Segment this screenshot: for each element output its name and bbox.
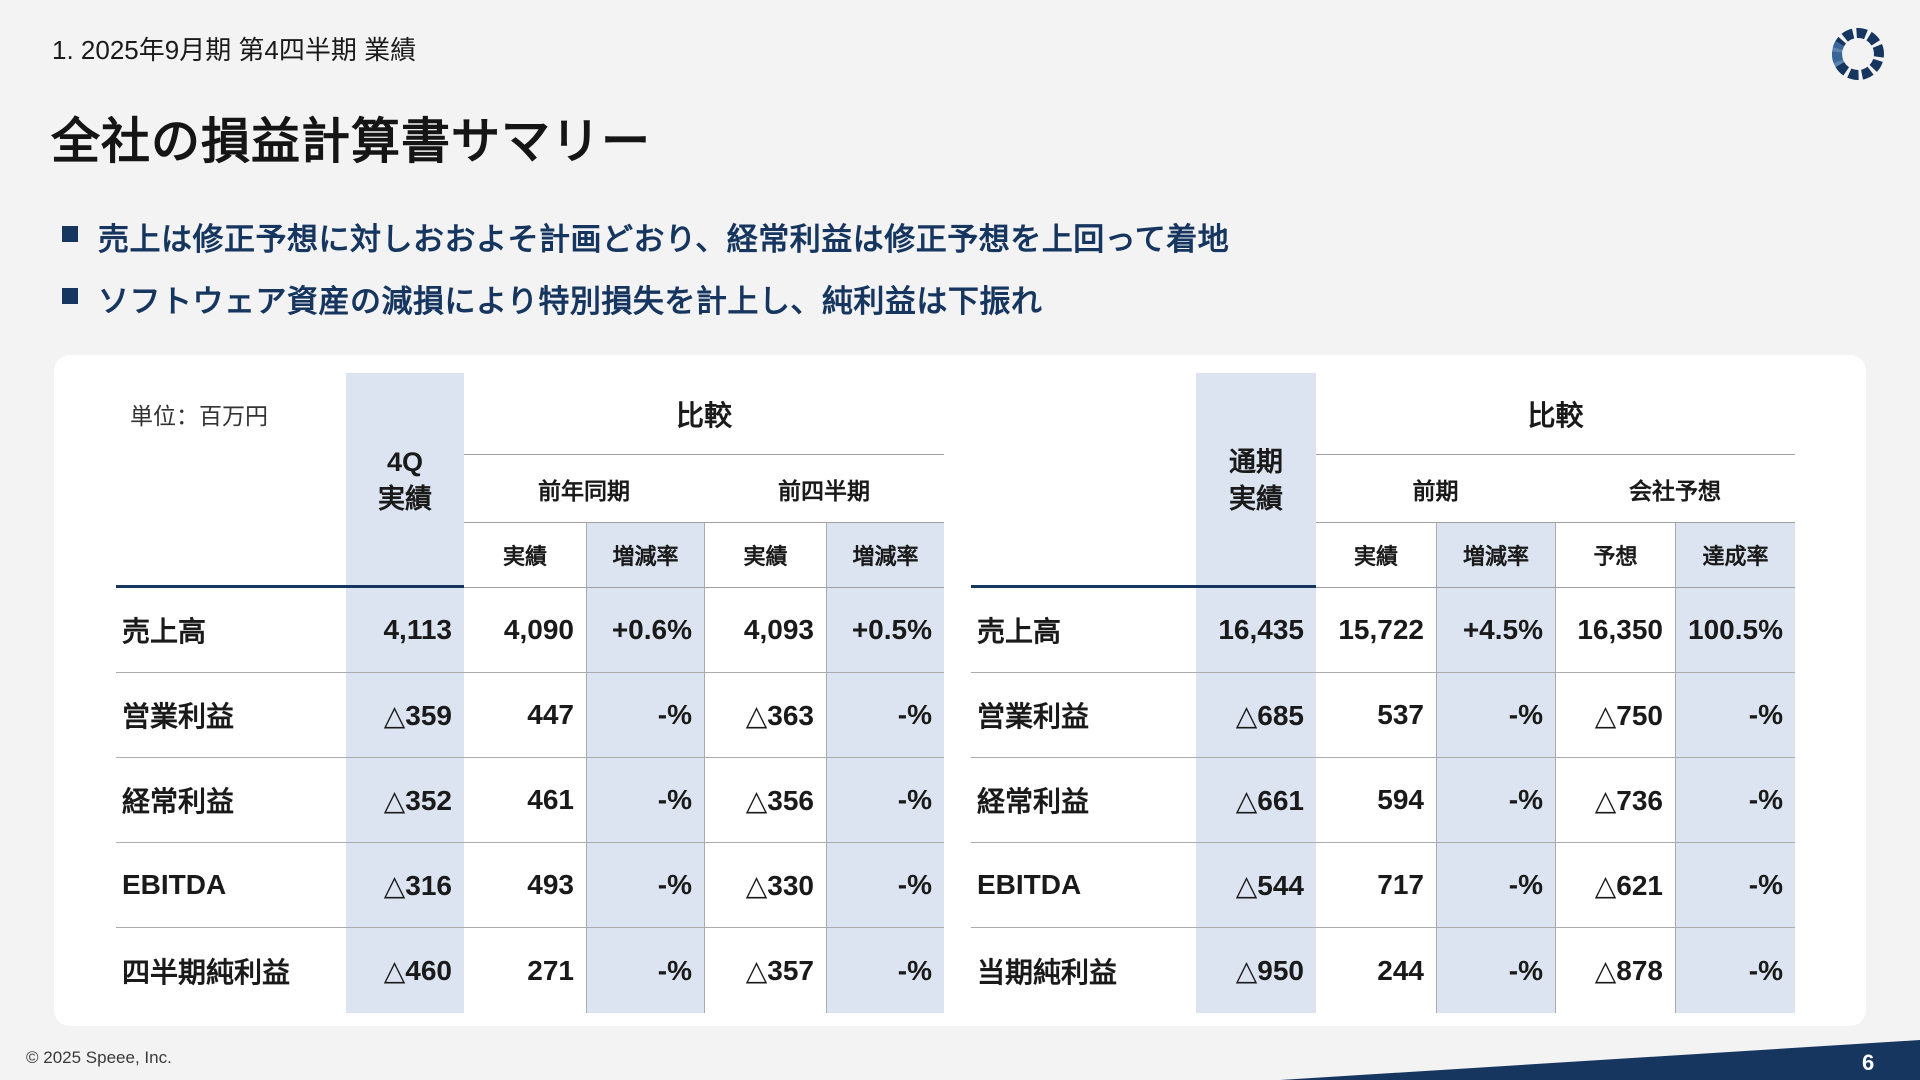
cell-value: 16,350 — [1555, 588, 1675, 673]
cell-value: △363 — [704, 673, 826, 758]
cell-value: 493 — [464, 843, 586, 928]
cell-value: △685 — [1196, 673, 1316, 758]
bullet-square-icon — [62, 226, 78, 242]
cell-value: △736 — [1555, 758, 1675, 843]
col-header-4q-actual: 4Q 実績 — [346, 373, 464, 588]
cell-value: -% — [826, 673, 944, 758]
cell-value: △750 — [1555, 673, 1675, 758]
compare-header: 比較 — [464, 373, 944, 455]
full-year-results-table: 通期 実績 比較 前期 会社予想 実績 増減率 予想 達成率 売上高 16,43… — [971, 373, 1795, 1013]
breadcrumb: 1. 2025年9月期 第4四半期 業績 — [52, 35, 417, 65]
col-header-line2: 実績 — [1229, 483, 1283, 514]
cell-value: -% — [1436, 928, 1555, 1013]
row-label: 当期純利益 — [977, 956, 1118, 988]
cell-value: -% — [1436, 843, 1555, 928]
cell-value: +4.5% — [1436, 588, 1555, 673]
row-label: 経常利益 — [971, 758, 1196, 843]
subcol-header: 増減率 — [1436, 523, 1555, 588]
col-header-line2: 実績 — [378, 483, 432, 514]
row-label: 売上高 — [116, 588, 346, 673]
row-label: EBITDA — [116, 843, 346, 928]
cell-value: 594 — [1316, 758, 1436, 843]
cell-value: △316 — [346, 843, 464, 928]
cell-value: 4,090 — [464, 588, 586, 673]
col-header-full-year-actual: 通期 実績 — [1196, 373, 1316, 588]
subcol-header: 増減率 — [826, 523, 944, 588]
copyright-text: © 2025 Speee, Inc. — [26, 1048, 172, 1067]
row-label: EBITDA — [971, 843, 1196, 928]
bullet-square-icon — [62, 288, 78, 304]
cell-value: -% — [1675, 673, 1795, 758]
row-label: 経常利益 — [116, 758, 346, 843]
cell-value: 271 — [527, 954, 574, 986]
cell-value: -% — [1436, 758, 1555, 843]
row-label: 営業利益 — [116, 673, 346, 758]
subcol-header: 実績 — [1316, 523, 1436, 588]
cell-value: -% — [586, 758, 704, 843]
cell-value: 15,722 — [1316, 588, 1436, 673]
cell-value: 16,435 — [1196, 588, 1316, 673]
row-label: 営業利益 — [971, 673, 1196, 758]
group-header-company-forecast: 会社予想 — [1555, 455, 1795, 523]
subcol-header: 実績 — [464, 523, 586, 588]
header-divider-line — [971, 585, 1316, 588]
unit-label: 単位：百万円 — [130, 403, 268, 429]
speee-logo-icon — [1828, 24, 1888, 84]
cell-value: -% — [1436, 673, 1555, 758]
row-label: 売上高 — [971, 588, 1196, 673]
summary-bullet-2: ソフトウェア資産の減損により特別損失を計上し、純利益は下振れ — [62, 276, 1042, 321]
summary-bullet-2-text: ソフトウェア資産の減損により特別損失を計上し、純利益は下振れ — [98, 284, 1043, 319]
cell-value: △878 — [1555, 928, 1675, 1013]
cell-value: -% — [826, 928, 944, 1013]
subcol-header: 実績 — [704, 523, 826, 588]
cell-value: 717 — [1316, 843, 1436, 928]
cell-value: △621 — [1555, 843, 1675, 928]
cell-value: -% — [586, 843, 704, 928]
cell-value: +0.5% — [826, 588, 944, 673]
cell-value: △460 — [346, 928, 464, 1013]
results-card: 単位：百万円 4Q 実績 比較 前年同期 前四半期 実績 増減率 実績 増減率 … — [54, 355, 1866, 1026]
corner-wedge-decoration — [1280, 1040, 1920, 1080]
cell-value: 447 — [464, 673, 586, 758]
cell-value: 100.5% — [1675, 588, 1795, 673]
cell-value: 461 — [464, 758, 586, 843]
cell-value: +0.6% — [586, 588, 704, 673]
cell-value: △544 — [1196, 843, 1316, 928]
subcol-header: 予想 — [1555, 523, 1675, 588]
row-label: 四半期純利益 — [122, 956, 291, 988]
cell-value: △352 — [346, 758, 464, 843]
cell-value: -% — [586, 928, 704, 1013]
cell-value: -% — [1675, 843, 1795, 928]
compare-header: 比較 — [1316, 373, 1795, 455]
cell-value: △330 — [704, 843, 826, 928]
group-header-prev-quarter: 前四半期 — [704, 455, 944, 523]
cell-value: -% — [826, 758, 944, 843]
cell-value: △661 — [1196, 758, 1316, 843]
page-number: 6 — [1862, 1050, 1875, 1075]
group-header-yoy: 前年同期 — [464, 455, 704, 523]
quarter-results-table: 単位：百万円 4Q 実績 比較 前年同期 前四半期 実績 増減率 実績 増減率 … — [116, 373, 944, 1013]
cell-value: △950 — [1196, 928, 1316, 1013]
cell-value: 244 — [1377, 954, 1424, 986]
group-header-prev-year: 前期 — [1316, 455, 1555, 523]
cell-value: -% — [1675, 928, 1795, 1013]
cell-value: -% — [826, 843, 944, 928]
cell-value: 4,093 — [704, 588, 826, 673]
header-divider-line — [116, 585, 464, 588]
page-title: 全社の損益計算書サマリー — [51, 115, 652, 169]
subcol-header: 増減率 — [586, 523, 704, 588]
col-header-line1: 通期 — [1229, 447, 1283, 478]
cell-value: -% — [1675, 758, 1795, 843]
cell-value: △357 — [704, 928, 826, 1013]
cell-value: 537 — [1316, 673, 1436, 758]
cell-value: 4,113 — [346, 588, 464, 673]
summary-bullet-1: 売上は修正予想に対しおおよそ計画どおり、経常利益は修正予想を上回って着地 — [62, 214, 1229, 259]
col-header-line1: 4Q — [386, 447, 424, 478]
cell-value: △359 — [346, 673, 464, 758]
cell-value: △356 — [704, 758, 826, 843]
subcol-header: 達成率 — [1675, 523, 1795, 588]
cell-value: -% — [586, 673, 704, 758]
summary-bullet-1-text: 売上は修正予想に対しおおよそ計画どおり、経常利益は修正予想を上回って着地 — [98, 222, 1230, 257]
